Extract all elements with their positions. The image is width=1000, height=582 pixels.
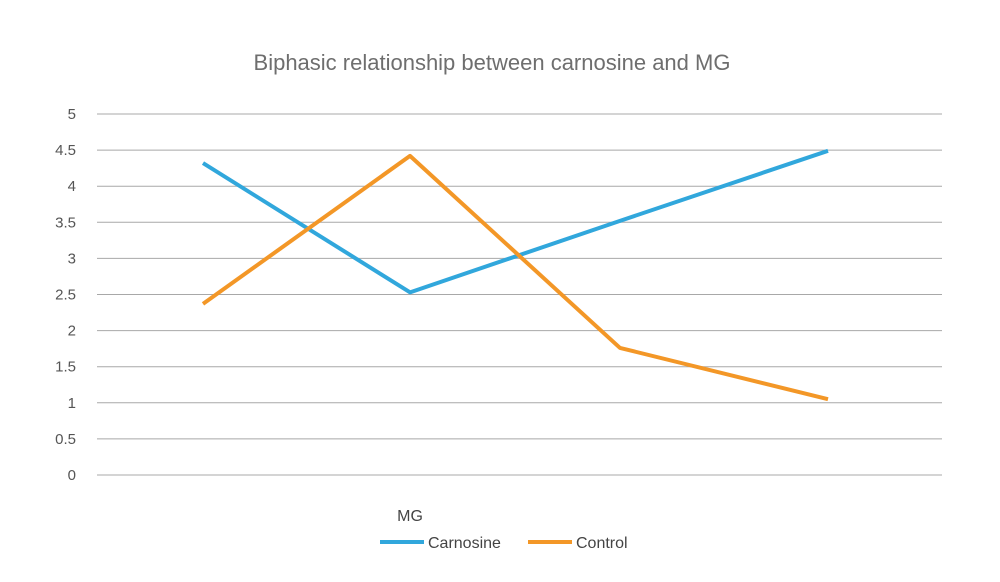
y-tick-label: 4 [68, 178, 76, 195]
legend-label-control: Control [576, 535, 628, 552]
y-tick-label: 2 [68, 323, 76, 340]
series-lines [201, 148, 829, 402]
legend: Carnosine Control [380, 535, 628, 552]
chart-title: Biphasic relationship between carnosine … [254, 50, 731, 75]
y-tick-label: 1 [68, 395, 76, 412]
y-axis-tick-labels: 0 0.5 1 1.5 2 2.5 3 3.5 4 4.5 5 [55, 106, 76, 484]
y-tick-label: 2.5 [55, 287, 76, 304]
x-axis-label: MG [397, 508, 423, 525]
y-tick-label: 0.5 [55, 431, 76, 448]
y-tick-label: 4.5 [55, 142, 76, 159]
y-tick-label: 5 [68, 106, 76, 123]
y-tick-label: 3.5 [55, 214, 76, 231]
legend-label-carnosine: Carnosine [428, 535, 501, 552]
y-tick-label: 3 [68, 250, 76, 267]
y-tick-label: 0 [68, 467, 76, 484]
y-tick-label: 1.5 [55, 359, 76, 376]
gridlines [97, 113, 942, 476]
series-line-control [201, 153, 829, 402]
series-line-carnosine [201, 148, 829, 295]
